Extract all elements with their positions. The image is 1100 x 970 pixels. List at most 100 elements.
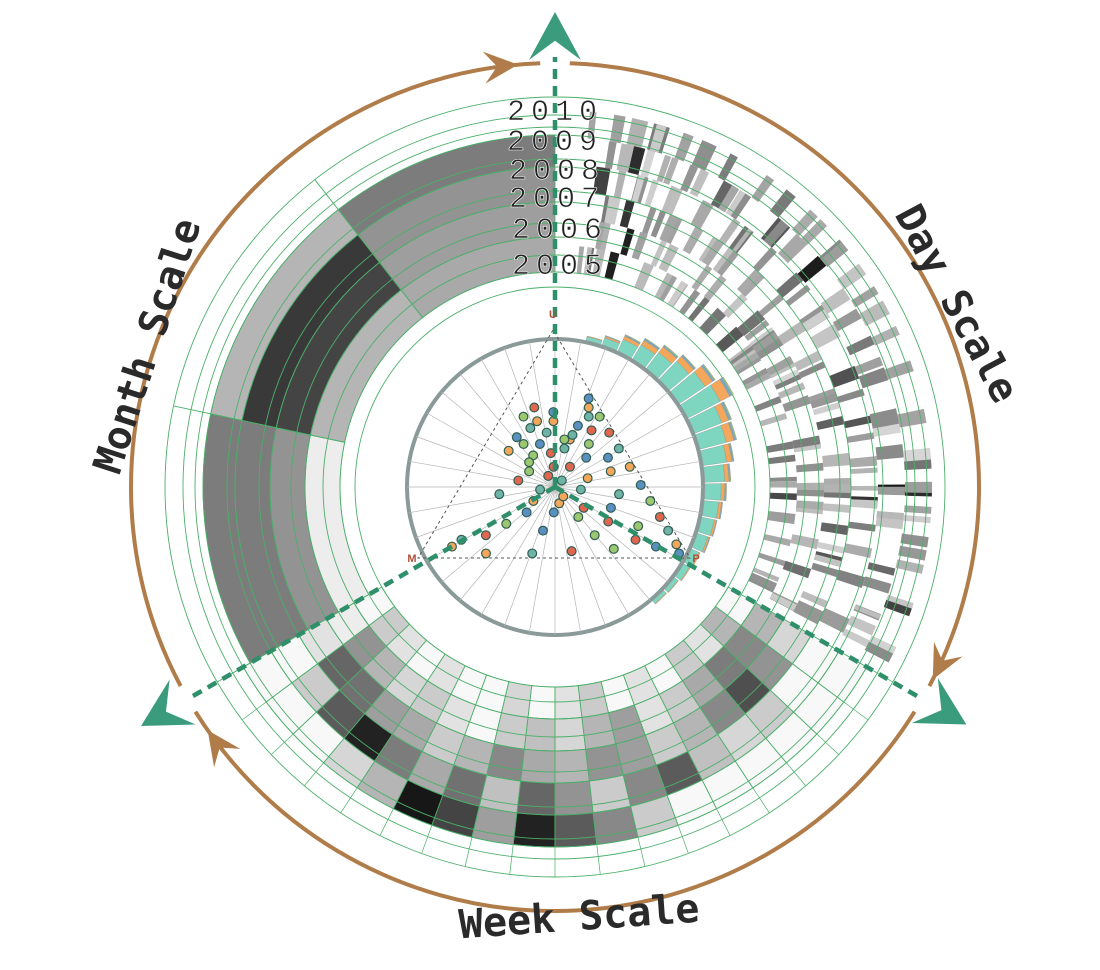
day-stripe — [776, 272, 804, 298]
ternary-point — [558, 491, 569, 502]
day-stripe — [742, 367, 769, 386]
ternary-point — [518, 439, 529, 450]
day-stripe — [796, 500, 824, 510]
ternary-spoke — [480, 486, 556, 616]
ternary-point — [573, 511, 584, 522]
histogram-bar — [667, 580, 679, 594]
day-stripe — [823, 477, 851, 485]
ternary-point — [548, 507, 559, 518]
day-stripe — [729, 346, 754, 365]
day-stripe — [592, 248, 606, 277]
day-stripe — [849, 456, 878, 468]
histogram-bar — [729, 442, 735, 462]
ring-grid — [164, 96, 946, 878]
grid-spoke — [664, 653, 770, 814]
day-stripe — [691, 264, 713, 291]
day-stripe — [715, 326, 744, 353]
day-stripe — [836, 263, 867, 290]
ternary-corner-p: P — [692, 553, 699, 565]
day-stripe — [667, 280, 687, 307]
day-stripe — [754, 396, 782, 412]
ternary-point — [556, 475, 567, 486]
day-stripe — [654, 272, 675, 301]
day-stripe — [904, 481, 933, 493]
histogram-bar — [654, 592, 668, 605]
ternary-spoke — [554, 486, 669, 583]
ternary-spoke — [415, 436, 556, 488]
ternary-point — [524, 466, 535, 477]
day-stripe — [820, 522, 849, 536]
histogram-bar — [682, 354, 696, 369]
day-stripe — [691, 139, 717, 171]
day-stripe — [759, 294, 784, 317]
day-stripe — [718, 218, 741, 245]
histogram-bar — [644, 337, 661, 349]
ternary-point — [630, 534, 641, 545]
day-stripe — [768, 454, 796, 465]
ternary-point — [567, 429, 578, 440]
grid-spoke — [340, 653, 446, 814]
day-stripe — [744, 372, 771, 390]
ternary-point — [480, 530, 491, 541]
grid-spoke — [304, 639, 427, 786]
day-stripe — [785, 284, 811, 307]
day-stripe — [867, 562, 896, 576]
ternary-spoke — [504, 347, 556, 488]
day-stripe — [769, 476, 797, 482]
divider-arrowhead — [529, 12, 581, 60]
day-stripe — [712, 247, 734, 273]
grid-spoke — [577, 685, 601, 875]
ternary-point — [583, 411, 594, 422]
histogram-bar — [725, 483, 727, 501]
grid-spoke — [644, 665, 731, 836]
day-stripe — [843, 543, 873, 559]
day-stripe — [767, 511, 796, 525]
divider-arrowhead — [141, 679, 196, 726]
ternary-point — [613, 489, 624, 500]
day-stripe — [797, 255, 827, 283]
day-stripe — [631, 175, 645, 203]
day-stripe — [777, 321, 807, 345]
day-stripe — [752, 567, 780, 582]
day-stripe — [583, 247, 593, 275]
scale-arrows — [129, 12, 981, 913]
ternary-point — [559, 434, 570, 445]
grid-spoke — [715, 606, 869, 721]
day-stripe — [793, 600, 824, 625]
ternary-point — [480, 548, 491, 559]
ternary-point — [541, 427, 552, 438]
ternary-point — [624, 461, 635, 472]
ternary-spoke — [480, 358, 556, 488]
week-cell — [512, 812, 556, 848]
day-stripe — [778, 382, 806, 399]
ternary-corner-u: U — [549, 309, 557, 321]
ternary-spoke — [528, 341, 556, 488]
day-stripe — [791, 209, 818, 237]
ternary-spoke — [554, 347, 606, 488]
ternary-point — [534, 439, 545, 450]
week-cell — [554, 716, 587, 752]
day-stripe — [644, 179, 659, 207]
year-label-2005: 2005 — [512, 250, 608, 284]
ternary-point — [605, 466, 616, 477]
ternary-spoke — [554, 460, 701, 488]
day-stripe — [796, 462, 824, 473]
histogram-bar — [704, 483, 722, 501]
ternary-point — [527, 548, 538, 559]
day-stripe — [733, 352, 760, 373]
ternary-spoke — [415, 486, 556, 538]
scale-arc-arrowhead — [207, 730, 241, 768]
grid-spoke — [173, 405, 345, 443]
sector-divider — [553, 485, 925, 702]
histogram-bar — [663, 344, 679, 358]
day-stripe — [811, 562, 840, 578]
ternary-point — [572, 420, 583, 431]
day-stripe — [848, 521, 876, 532]
ternary-triangle — [417, 329, 691, 559]
week-cell — [554, 780, 594, 816]
day-stripe — [700, 237, 724, 267]
day-stripe — [749, 572, 778, 590]
ternary-point — [521, 507, 532, 518]
ternary-point — [645, 496, 656, 507]
